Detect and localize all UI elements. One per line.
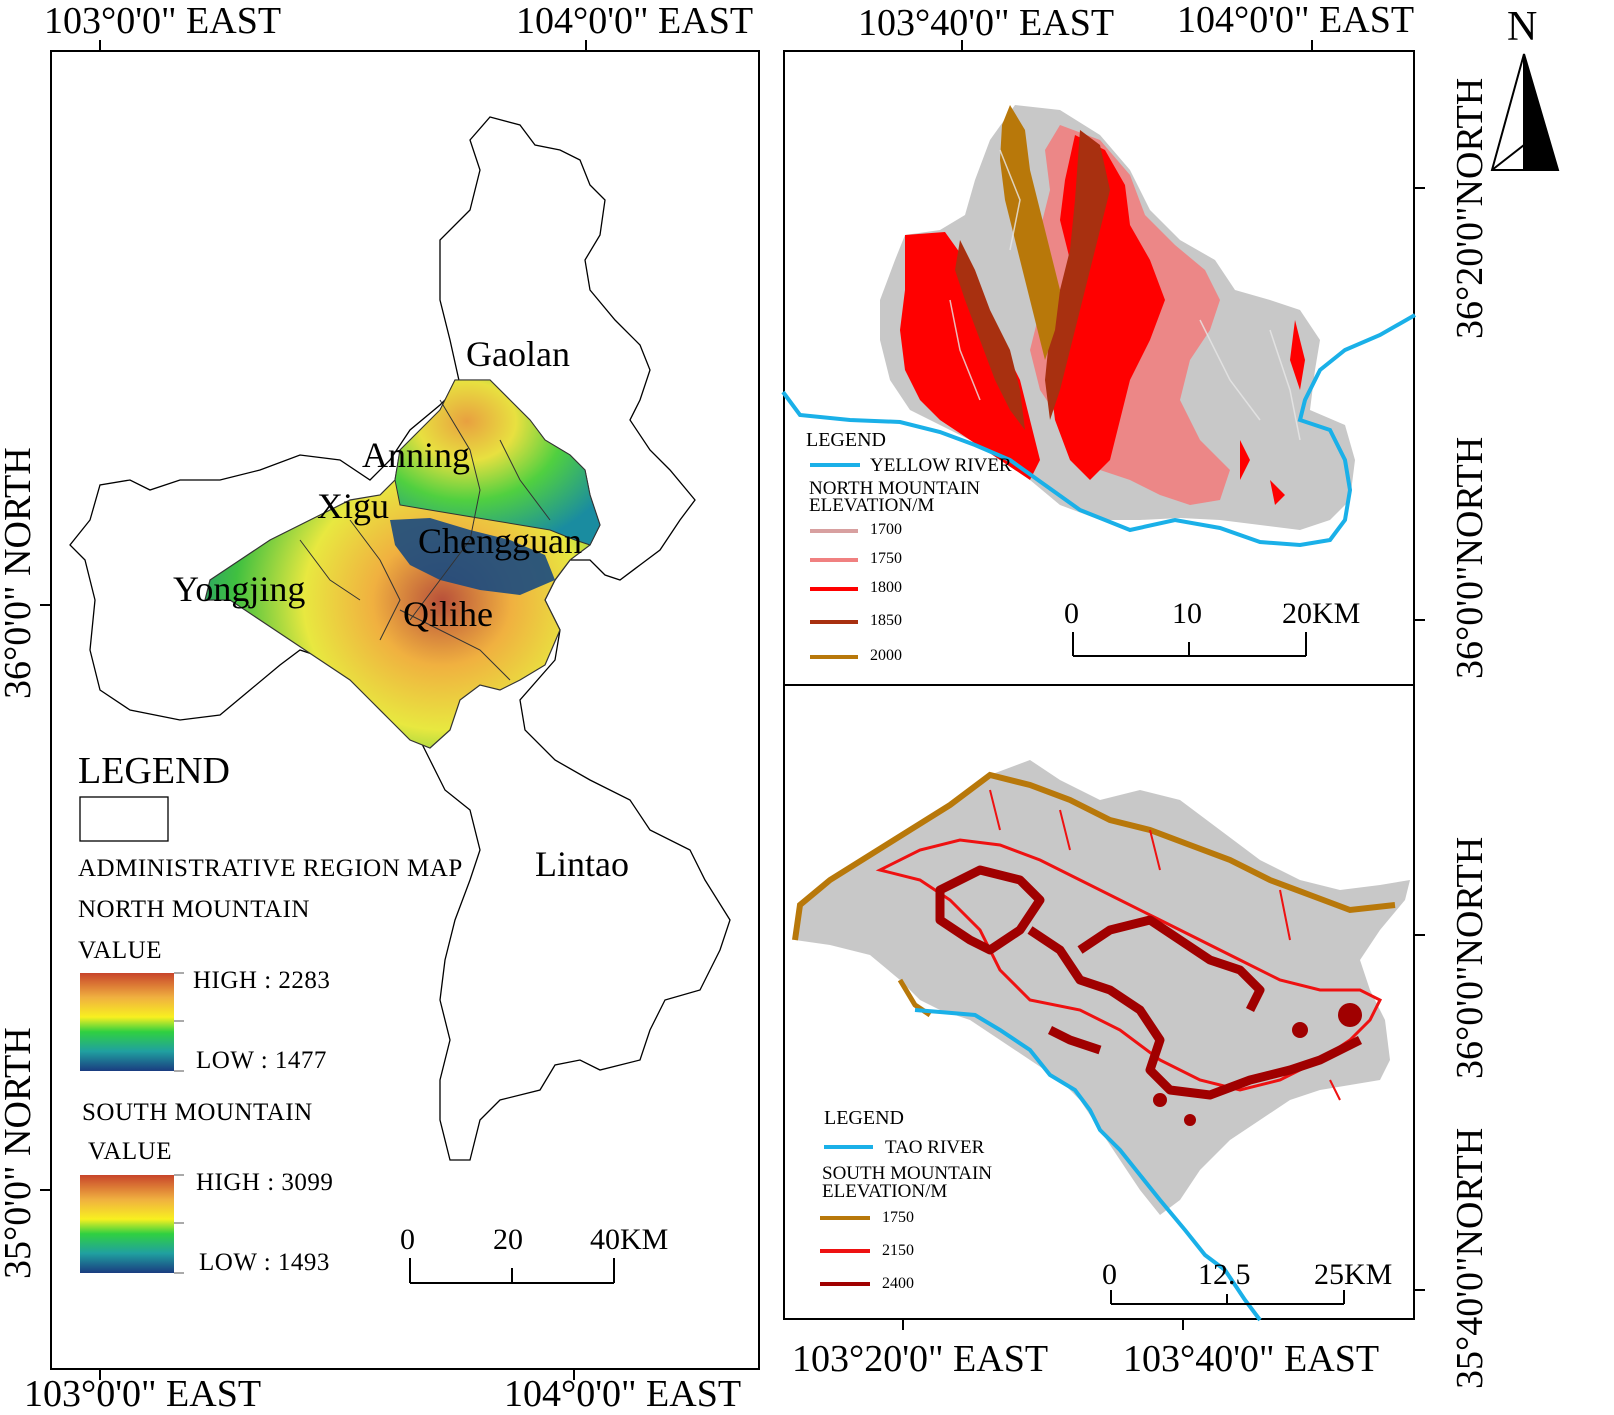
legend-south-ramp bbox=[80, 1175, 174, 1273]
legend-south-high: HIGH : 3099 bbox=[196, 1169, 334, 1196]
rt-legend-elev-2: ELEVATION/M bbox=[809, 495, 935, 516]
left-map-frame bbox=[50, 50, 760, 1370]
place-anning: Anning bbox=[362, 435, 470, 475]
rb-legend-item-3: 2400 bbox=[882, 1275, 914, 1292]
legend-admin-label: ADMINISTRATIVE REGION MAP bbox=[78, 855, 463, 882]
rt-legend-item-3: 1800 bbox=[870, 579, 902, 596]
left-bottom-lon-2: 104°0'0" EAST bbox=[504, 1373, 742, 1415]
legend-south-value: VALUE bbox=[88, 1138, 172, 1165]
rt-scale-bar bbox=[1072, 632, 1307, 657]
tao-river-line bbox=[914, 1008, 1262, 1322]
rb-scale-bar bbox=[1110, 1290, 1345, 1305]
rt-legend-swatches bbox=[810, 463, 860, 659]
rb-scale-0: 0 bbox=[1102, 1258, 1117, 1291]
rb-bottom-lon-2: 103°40'0" EAST bbox=[1123, 1338, 1380, 1380]
legend-north-ramp bbox=[80, 973, 174, 1071]
rb-bottom-lon-1: 103°20'0" EAST bbox=[792, 1338, 1049, 1380]
rb-legend-title: LEGEND bbox=[824, 1107, 904, 1129]
place-gaolan: Gaolan bbox=[466, 334, 570, 374]
rt-legend-item-5: 2000 bbox=[870, 647, 902, 664]
left-scale-bar bbox=[409, 1258, 615, 1284]
rt-legend-item-2: 1750 bbox=[870, 550, 902, 567]
rt-top-lon-2: 104°0'0" EAST bbox=[1177, 0, 1415, 41]
rb-legend-item-2: 2150 bbox=[882, 1242, 914, 1259]
place-yongjing: Yongjing bbox=[173, 569, 306, 609]
rt-scale-20: 20KM bbox=[1282, 597, 1361, 630]
left-scale-0: 0 bbox=[400, 1223, 415, 1256]
left-scale-20: 20 bbox=[493, 1223, 523, 1256]
legend-north-high: HIGH : 2283 bbox=[193, 967, 331, 994]
rt-legend-item-1: 1700 bbox=[870, 521, 902, 538]
rt-legend-river: YELLOW RIVER bbox=[870, 455, 1012, 476]
left-map-ticks bbox=[40, 40, 587, 1380]
legend-admin-swatch bbox=[79, 796, 169, 842]
legend-south-title: SOUTH MOUNTAIN bbox=[82, 1099, 313, 1126]
north-mountain-relief bbox=[880, 105, 1355, 530]
right-bottom-frame bbox=[783, 684, 1415, 1320]
rb-legend-item-1: 1750 bbox=[882, 1209, 914, 1226]
relief-region bbox=[204, 379, 601, 749]
legend-north-low: LOW : 1477 bbox=[196, 1047, 327, 1074]
rb-scale-25: 25KM bbox=[1314, 1258, 1393, 1291]
rt-scale-0: 0 bbox=[1064, 597, 1079, 630]
rb-legend-river: TAO RIVER bbox=[885, 1137, 985, 1158]
rb-legend-elev-1: SOUTH MOUNTAIN bbox=[822, 1163, 992, 1184]
place-qilihe: Qilihe bbox=[403, 594, 493, 634]
north-arrow-icon bbox=[1490, 53, 1560, 171]
place-chengguan: Chengguan bbox=[418, 521, 582, 561]
left-top-lon-2: 104°0'0" EAST bbox=[516, 0, 754, 42]
place-lintao: Lintao bbox=[535, 844, 629, 884]
left-scale-40: 40KM bbox=[590, 1223, 669, 1256]
north-arrow-label: N bbox=[1507, 4, 1538, 50]
rb-legend-elev-2: ELEVATION/M bbox=[822, 1181, 948, 1202]
rt-scale-10: 10 bbox=[1172, 597, 1202, 630]
rb-scale-12: 12.5 bbox=[1198, 1258, 1251, 1291]
rt-legend-title: LEGEND bbox=[806, 429, 886, 451]
rt-legend-item-4: 1850 bbox=[870, 612, 902, 629]
left-bottom-lon-1: 103°0'0" EAST bbox=[24, 1373, 262, 1415]
legend-south-low: LOW : 1493 bbox=[199, 1249, 330, 1276]
place-xigu: Xigu bbox=[317, 486, 389, 526]
rt-legend-elev-1: NORTH MOUNTAIN bbox=[809, 478, 980, 499]
left-legend-title: LEGEND bbox=[78, 750, 230, 792]
rt-top-lon-1: 103°40'0" EAST bbox=[858, 2, 1115, 44]
yellow-river-line bbox=[781, 313, 1416, 548]
legend-north-title: NORTH MOUNTAIN bbox=[78, 896, 310, 923]
rb-legend-swatches bbox=[820, 1145, 873, 1286]
legend-north-value: VALUE bbox=[78, 937, 162, 964]
south-mountain-relief bbox=[792, 760, 1410, 1215]
left-top-lon-1: 103°0'0" EAST bbox=[44, 0, 282, 42]
